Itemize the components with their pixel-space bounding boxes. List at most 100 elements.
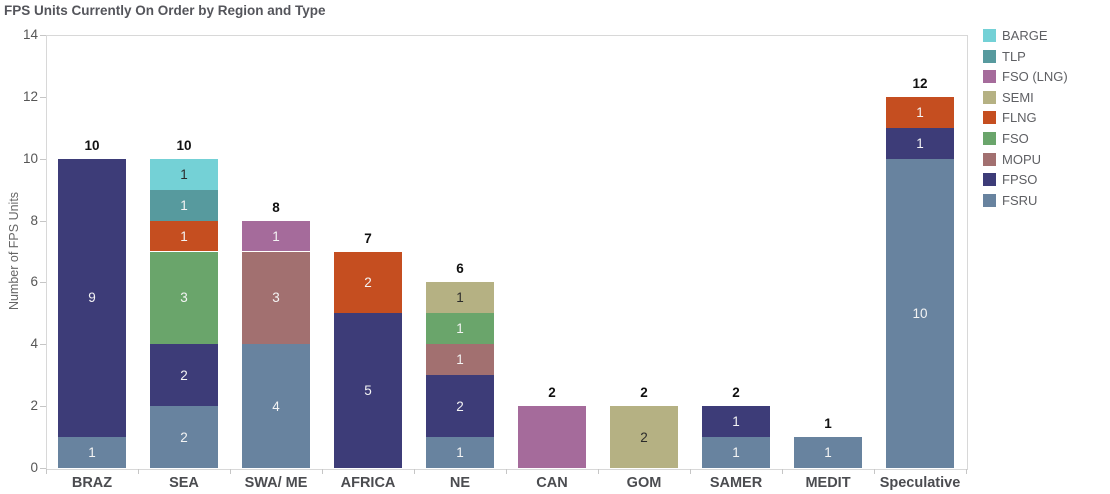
bar-total-label: 6 (456, 261, 464, 277)
x-tick-mark (322, 469, 323, 474)
chart-title: FPS Units Currently On Order by Region a… (4, 3, 326, 18)
bar-segment-fsru[interactable]: 10 (886, 158, 954, 468)
legend-label: FSRU (1002, 192, 1038, 208)
segment-value-label: 2 (180, 429, 188, 445)
legend-color-swatch-icon (983, 90, 996, 104)
legend-item-barge[interactable]: BARGE (983, 28, 1048, 43)
bar-segment-fso[interactable]: 1 (426, 313, 494, 345)
legend-color-swatch-icon (983, 132, 996, 145)
x-category-label: MEDIT (805, 475, 851, 491)
bar-segment-tlp[interactable]: 1 (150, 189, 218, 221)
bar-segment-fsru[interactable]: 2 (150, 406, 218, 468)
bar-segment-fpso[interactable]: 5 (334, 313, 402, 468)
bar-segment-mopu[interactable]: 1 (426, 344, 494, 376)
legend-color-swatch-icon (983, 173, 996, 187)
bar-segment-fpso[interactable]: 2 (150, 344, 218, 407)
bar-total-label: 2 (732, 385, 740, 401)
legend-color-swatch-icon (983, 152, 996, 166)
segment-value-label: 4 (272, 398, 280, 414)
segment-value-label: 1 (732, 445, 740, 461)
bar-segment-fsru[interactable]: 1 (58, 437, 126, 468)
legend-label: BARGE (1002, 28, 1048, 43)
y-tick-mark (40, 468, 46, 469)
segment-value-label: 3 (180, 290, 188, 306)
bar-total-label: 10 (176, 137, 192, 153)
legend-color-swatch-icon (983, 193, 996, 207)
x-category-label: NE (449, 475, 471, 491)
x-tick-mark (966, 469, 967, 474)
bar-segment-fpso[interactable]: 1 (886, 127, 954, 159)
bar-segment-fsru[interactable]: 1 (426, 437, 494, 468)
legend-item-tlp[interactable]: TLP (983, 49, 1026, 64)
x-category-label: BRAZ (71, 475, 113, 491)
x-tick-mark (506, 469, 507, 474)
bar-total-label: 12 (912, 75, 928, 91)
bar-segment-fsru[interactable]: 1 (794, 437, 862, 468)
y-tick-mark (40, 158, 46, 160)
x-category-label: SEA (169, 475, 199, 491)
segment-value-label: 1 (272, 228, 280, 244)
segment-value-label: 1 (456, 321, 464, 337)
x-tick-mark (138, 469, 139, 474)
legend-label: FSO (LNG) (1002, 69, 1068, 85)
legend-item-fso-lng-[interactable]: FSO (LNG) (983, 69, 1068, 84)
bar-segment-flng[interactable]: 1 (150, 220, 218, 252)
segment-value-label: 1 (916, 135, 924, 151)
legend-item-flng[interactable]: FLNG (983, 110, 1037, 125)
bar-total-label: 2 (640, 385, 648, 401)
bar-segment-fso-lng-[interactable]: 1 (242, 220, 310, 252)
x-category-label: SAMER (709, 475, 763, 491)
legend-item-mopu[interactable]: MOPU (983, 152, 1041, 167)
segment-value-label: 1 (824, 445, 832, 461)
legend-label: MOPU (1002, 151, 1041, 167)
y-tick-mark (40, 344, 46, 346)
segment-value-label: 1 (88, 445, 96, 461)
legend-label: FSO (1002, 131, 1029, 146)
bar-segment-fso-lng-[interactable] (518, 406, 586, 468)
legend-label: SEMI (1002, 89, 1034, 105)
segment-value-label: 1 (180, 197, 188, 213)
bar-segment-semi[interactable]: 1 (426, 282, 494, 314)
legend-color-swatch-icon (983, 29, 996, 42)
bar-total-label: 7 (364, 230, 372, 246)
x-category-label: CAN (536, 475, 568, 491)
bar-segment-fsru[interactable]: 4 (242, 344, 310, 468)
bar-segment-semi[interactable]: 2 (610, 406, 678, 468)
bar-segment-fpso[interactable]: 9 (58, 158, 126, 438)
x-tick-mark (230, 469, 231, 474)
legend-item-semi[interactable]: SEMI (983, 90, 1034, 105)
legend-item-fpso[interactable]: FPSO (983, 172, 1037, 187)
segment-value-label: 1 (180, 228, 188, 244)
segment-value-label: 2 (364, 274, 372, 290)
y-tick-label: 12 (22, 88, 38, 104)
bar-segment-fso[interactable]: 3 (150, 251, 218, 345)
bar-segment-fsru[interactable]: 1 (702, 437, 770, 468)
segment-value-label: 10 (912, 305, 928, 321)
y-tick-mark (40, 35, 46, 36)
y-tick-mark (40, 96, 46, 98)
y-tick-label: 6 (30, 274, 38, 290)
segment-value-label: 3 (272, 290, 280, 306)
bar-segment-barge[interactable]: 1 (150, 158, 218, 190)
segment-value-label: 1 (180, 166, 188, 182)
bar-segment-flng[interactable]: 1 (886, 96, 954, 128)
bar-segment-fpso[interactable]: 1 (702, 406, 770, 438)
y-tick-mark (40, 282, 46, 284)
legend-item-fsru[interactable]: FSRU (983, 193, 1037, 208)
segment-value-label: 9 (88, 290, 96, 306)
bar-total-label: 8 (272, 199, 280, 215)
x-category-label: Speculative (879, 475, 961, 491)
legend-item-fso[interactable]: FSO (983, 131, 1029, 146)
bar-segment-mopu[interactable]: 3 (242, 251, 310, 345)
bar-segment-fpso[interactable]: 2 (426, 375, 494, 438)
bar-total-label: 2 (548, 385, 556, 401)
x-tick-mark (782, 469, 783, 474)
x-category-label: SWA/ ME (244, 475, 308, 491)
segment-value-label: 1 (456, 290, 464, 306)
x-tick-mark (414, 469, 415, 474)
bar-segment-flng[interactable]: 2 (334, 251, 402, 314)
segment-value-label: 1 (456, 445, 464, 461)
x-tick-mark (690, 469, 691, 474)
x-category-label: GOM (626, 475, 662, 491)
